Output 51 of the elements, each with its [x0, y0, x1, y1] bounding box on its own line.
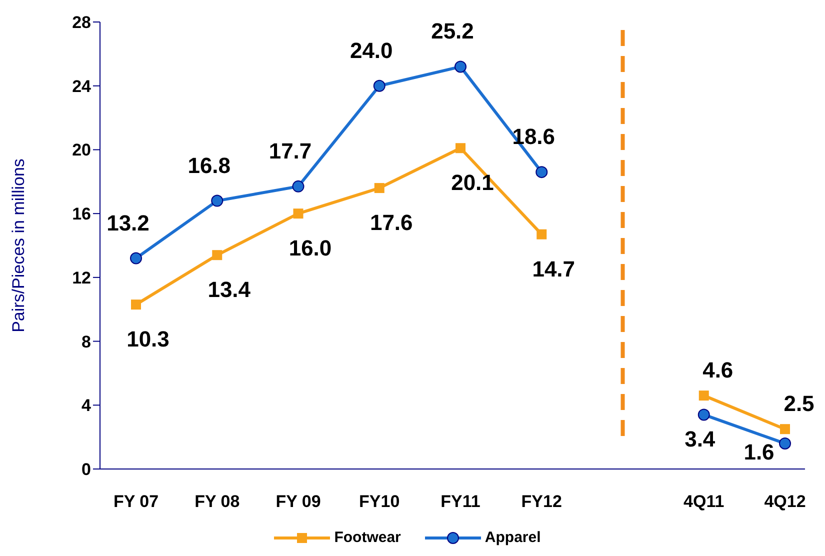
- legend-label: Apparel: [484, 529, 541, 546]
- data-label: 13.2: [106, 210, 150, 236]
- data-label: 17.7: [268, 138, 312, 164]
- x-tick-label: FY10: [359, 492, 400, 512]
- data-label: 10.3: [126, 326, 170, 352]
- y-tick-label: 16: [72, 204, 91, 224]
- data-label: 13.4: [208, 277, 252, 302]
- data-label: 25.2: [431, 18, 474, 44]
- data-label: 2.5: [784, 391, 814, 416]
- point: [536, 229, 547, 240]
- data-label: 17.6: [370, 210, 413, 236]
- point: [779, 437, 791, 450]
- data-label: 18.6: [512, 124, 556, 150]
- y-axis-title: Pairs/Pieces in millions: [9, 158, 28, 332]
- y-tick-label: 20: [72, 140, 91, 160]
- data-label: 1.6: [744, 439, 774, 464]
- point: [698, 390, 709, 401]
- y-tick-label: 12: [72, 268, 91, 288]
- x-tick-label: 4Q11: [684, 492, 724, 512]
- y-tick-label: 4: [82, 396, 92, 416]
- data-label: 16.8: [188, 152, 231, 178]
- y-tick-label: 0: [82, 460, 91, 480]
- point: [292, 180, 304, 192]
- point: [454, 60, 466, 73]
- data-label: 4.6: [702, 358, 734, 383]
- point: [698, 408, 710, 421]
- point: [212, 250, 222, 260]
- point: [780, 424, 790, 434]
- point: [374, 183, 384, 194]
- data-label: 16.0: [288, 236, 332, 261]
- x-tick-label: FY12: [521, 492, 562, 512]
- x-tick-label: 4Q12: [764, 492, 806, 512]
- point: [536, 166, 548, 178]
- x-tick-label: FY 09: [276, 492, 321, 512]
- point: [211, 194, 224, 207]
- x-tick-label: FY 07: [113, 492, 159, 512]
- legend-label: Footwear: [334, 529, 401, 546]
- x-tick-label: FY 08: [194, 492, 240, 512]
- point: [130, 252, 142, 264]
- point: [373, 80, 386, 92]
- x-tick-label: FY11: [440, 492, 480, 512]
- point: [131, 300, 141, 310]
- y-tick-label: 28: [72, 13, 91, 32]
- y-tick-label: 8: [82, 332, 91, 352]
- data-label: 14.7: [532, 256, 576, 282]
- data-label: 20.1: [451, 170, 494, 196]
- point: [456, 143, 466, 154]
- point: [293, 208, 304, 219]
- y-tick-label: 24: [72, 76, 92, 96]
- data-label: 3.4: [684, 426, 716, 452]
- data-label: 24.0: [350, 38, 393, 63]
